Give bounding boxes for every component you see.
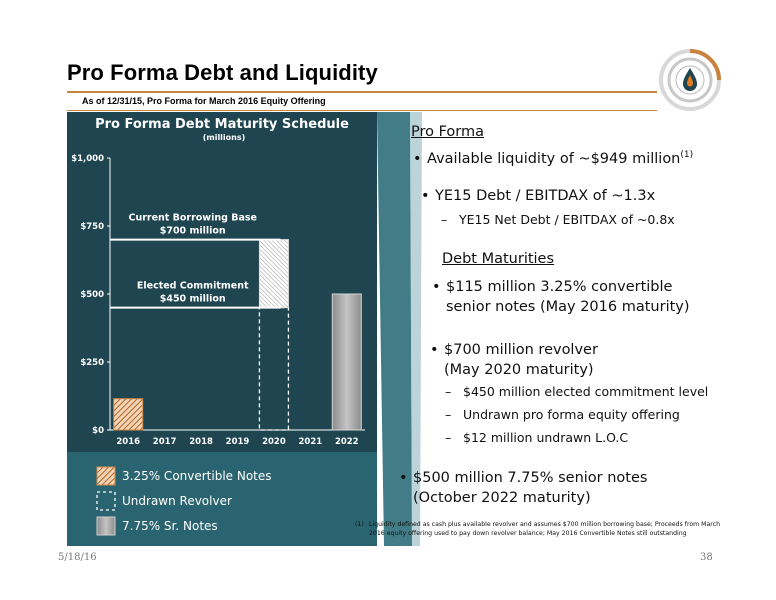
y-tick-label: $0	[92, 426, 104, 436]
rev-line1: $700 million revolver	[444, 342, 598, 358]
rev-sub1-text: $450 million elected commitment level	[463, 384, 709, 399]
legend-label: 3.25% Convertible Notes	[122, 469, 272, 483]
sub-bullet-rev2: – Undrawn pro forma equity offering	[445, 407, 680, 422]
bullet-icon: •	[399, 470, 408, 486]
bullet-liquidity: • Available liquidity of ~$949 million(1)	[413, 150, 693, 167]
debt-maturity-chart: $0 $250 $500 $750 $1,000 Current Borrowing B…	[71, 154, 365, 536]
dash-icon: –	[445, 407, 452, 422]
rev-sub2-text: Undrawn pro forma equity offering	[463, 407, 680, 422]
x-tick-label: 2019	[226, 437, 250, 447]
net-debt-text: YE15 Net Debt / EBITDAX of ~0.8x	[459, 212, 675, 227]
footnote: (1) Liquidity defined as cash plus avail…	[355, 520, 725, 538]
x-tick-label: 2016	[116, 437, 140, 447]
legend-swatch-hatched-orange	[96, 466, 116, 486]
page-title: Pro Forma Debt and Liquidity	[67, 60, 378, 85]
bullet-revolver: • $700 million revolver (May 2020 maturit…	[430, 340, 598, 380]
footnote-ref: (1)	[680, 150, 694, 160]
x-tick-label: 2020	[262, 437, 286, 447]
decorative-band	[377, 112, 422, 546]
bar-gray-2022	[331, 293, 362, 431]
y-tick-label: $1,000	[71, 154, 104, 164]
bar-hatched-orange-2016	[113, 398, 144, 431]
debt-ebitdax-text: YE15 Debt / EBITDAX of ~1.3x	[435, 188, 656, 204]
x-tick-label: 2021	[299, 437, 323, 447]
dash-icon: –	[441, 212, 448, 227]
sub-bullet-net-debt: – YE15 Net Debt / EBITDAX of ~0.8x	[441, 212, 675, 227]
page-subtitle: As of 12/31/15, Pro Forma for March 2016…	[82, 96, 326, 106]
ref-label-700-line2: $700 million	[160, 226, 226, 237]
footnote-marker: (1)	[355, 521, 364, 528]
bar-hatched-white-2020	[258, 239, 289, 309]
bullet-senior-notes: • $500 million 7.75% senior notes (Octobe…	[399, 468, 647, 508]
chart-subtitle: (millions)	[202, 133, 246, 142]
sub-bullet-rev1: – $450 million elected commitment level	[445, 384, 708, 399]
flame-drop-logo-icon	[659, 49, 721, 111]
heading-pro-forma: Pro Forma	[411, 124, 485, 140]
sr-line2: (October 2022 maturity)	[413, 490, 591, 506]
chart-panel	[67, 112, 377, 452]
x-tick-label: 2018	[189, 437, 213, 447]
liquidity-text: Available liquidity of ~$949 million	[427, 150, 681, 167]
bullet-debt-ebitdax: • YE15 Debt / EBITDAX of ~1.3x	[421, 188, 655, 204]
bullet-icon: •	[430, 342, 439, 358]
legend-swatch-gray	[96, 516, 116, 536]
bullet-icon: •	[421, 188, 430, 204]
conv-line1: $115 million 3.25% convertible	[446, 279, 673, 295]
legend-label: Undrawn Revolver	[122, 494, 232, 508]
title-divider	[67, 91, 657, 93]
ref-label-450-line2: $450 million	[160, 294, 226, 305]
bar-dashed-outline-2020	[258, 306, 290, 431]
x-tick-label: 2022	[335, 437, 359, 447]
legend-panel	[67, 452, 377, 546]
chart-title: Pro Forma Debt Maturity Schedule	[95, 117, 349, 132]
footnote-text: Liquidity defined as cash plus available…	[369, 521, 720, 537]
rev-line2: (May 2020 maturity)	[444, 362, 594, 378]
bullet-icon: •	[413, 150, 422, 167]
x-tick-label: 2017	[153, 437, 177, 447]
legend-label: 7.75% Sr. Notes	[122, 519, 218, 533]
rev-sub3-text: $12 million undrawn L.O.C	[463, 430, 629, 445]
subtitle-divider	[67, 110, 657, 111]
sub-bullet-rev3: – $12 million undrawn L.O.C	[445, 430, 628, 445]
y-tick-label: $250	[80, 358, 104, 368]
sr-line1: $500 million 7.75% senior notes	[413, 470, 648, 486]
bullet-convertible: • $115 million 3.25% convertible senior n…	[432, 277, 690, 317]
y-tick-label: $500	[80, 290, 104, 300]
ref-label-450-line1: Elected Commitment	[137, 281, 249, 292]
footer-date: 5/18/16	[58, 552, 97, 563]
dash-icon: –	[445, 430, 452, 445]
y-tick-label: $750	[80, 222, 104, 232]
heading-debt-maturities: Debt Maturities	[442, 251, 555, 267]
conv-line2: senior notes (May 2016 maturity)	[446, 299, 690, 315]
bullet-icon: •	[432, 279, 441, 295]
page-number: 38	[700, 552, 713, 563]
ref-label-700-line1: Current Borrowing Base	[128, 213, 256, 224]
legend-swatch-dashed-outline	[96, 491, 116, 511]
dash-icon: –	[445, 384, 452, 399]
